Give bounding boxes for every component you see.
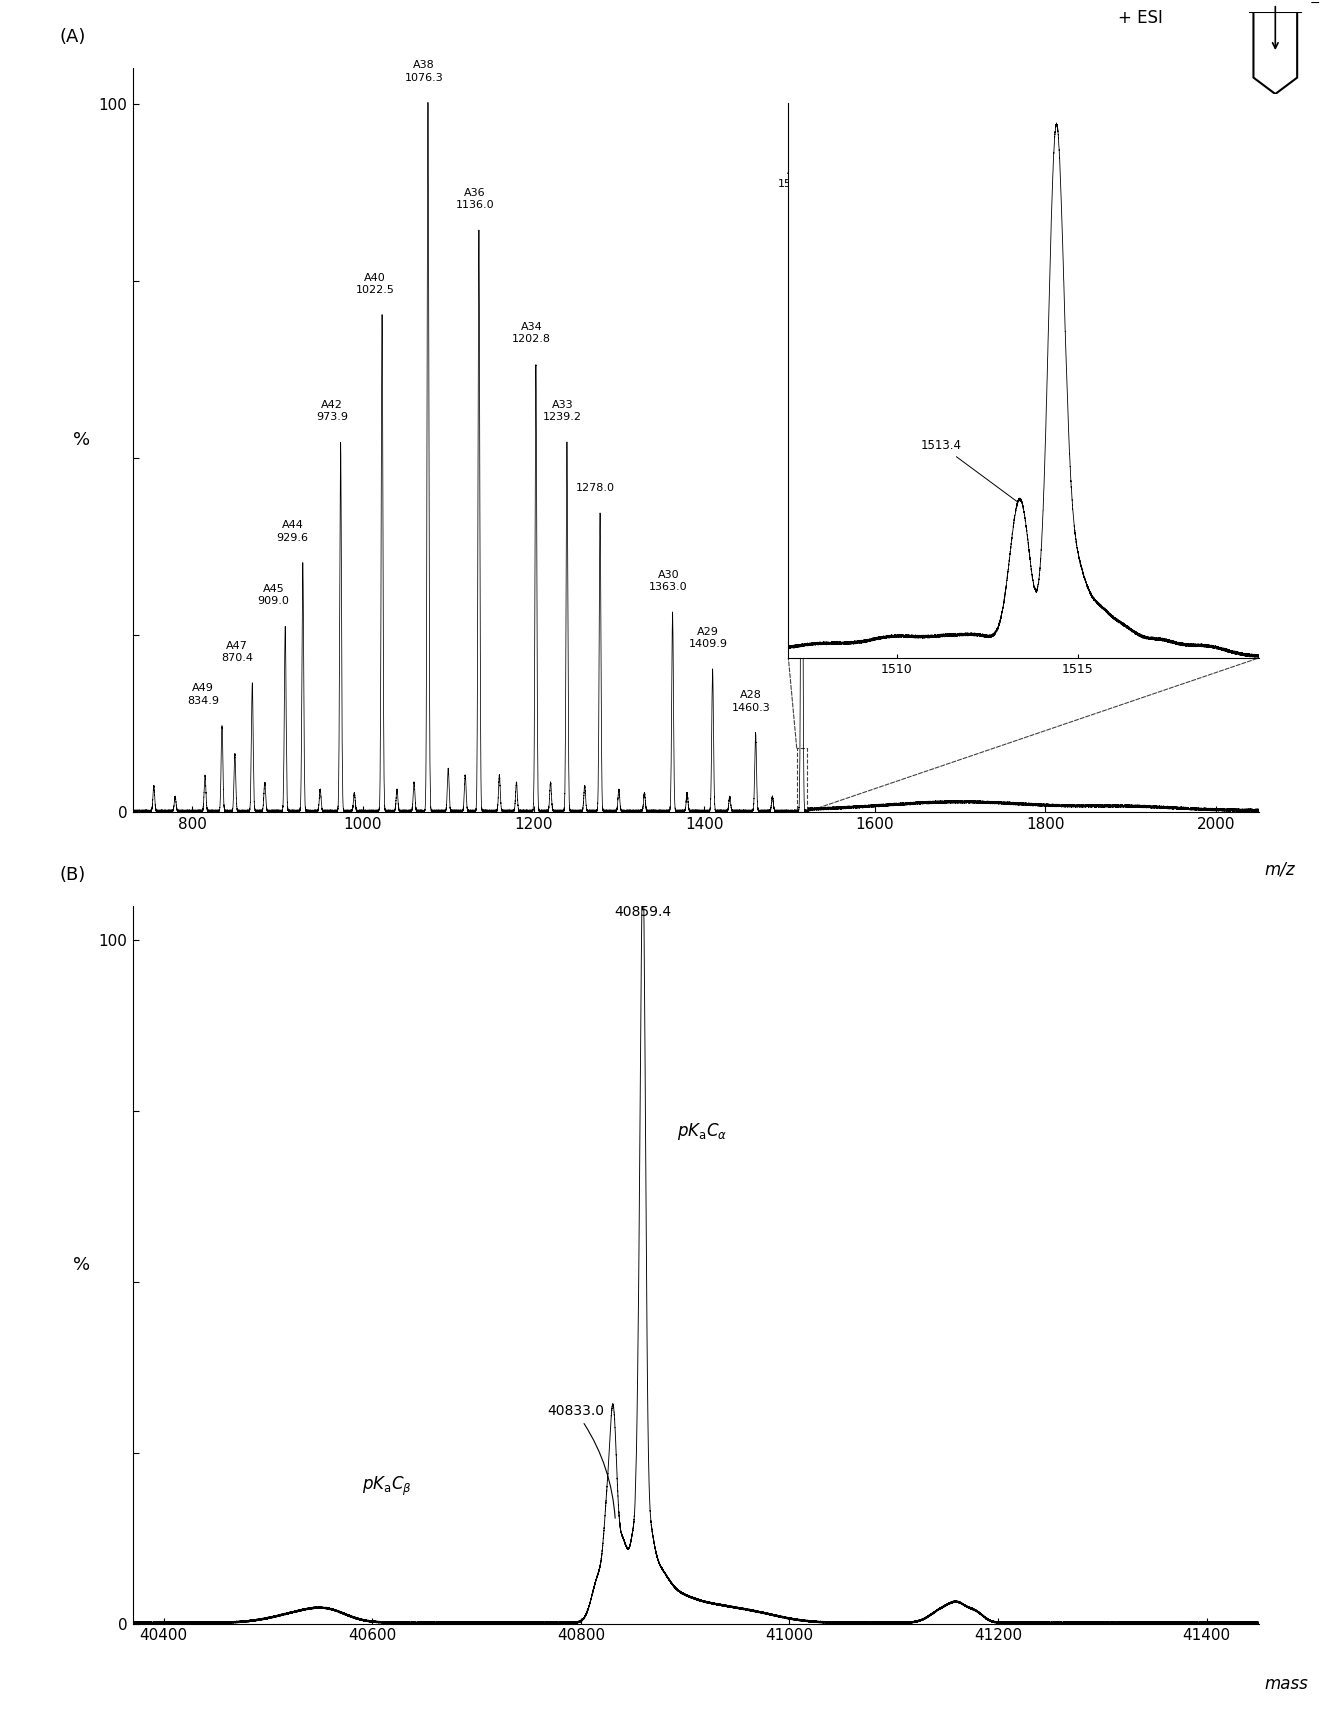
Text: A36
1136.0: A36 1136.0: [456, 188, 494, 210]
Text: %: %: [73, 1256, 90, 1273]
Text: A40
1022.5: A40 1022.5: [356, 272, 395, 296]
Text: $pK_{\rm a}C_{\beta}$: $pK_{\rm a}C_{\beta}$: [362, 1475, 412, 1499]
Text: m/z: m/z: [1264, 860, 1295, 878]
Text: 40859.4: 40859.4: [615, 906, 672, 919]
Text: %: %: [73, 431, 90, 449]
Text: A47
870.4: A47 870.4: [221, 641, 253, 663]
Text: A38
1076.3: A38 1076.3: [404, 60, 443, 82]
Text: A44
929.6: A44 929.6: [277, 520, 309, 543]
Text: A28
1460.3: A28 1460.3: [731, 690, 771, 713]
Text: −: −: [1310, 0, 1321, 10]
Text: (A): (A): [60, 27, 86, 46]
Text: A29
1409.9: A29 1409.9: [689, 627, 727, 649]
Text: mass: mass: [1264, 1675, 1308, 1694]
Text: (B): (B): [60, 866, 86, 884]
Text: A34
1202.8: A34 1202.8: [513, 321, 551, 345]
Text: $pK_{\rm a}C_{\alpha}$: $pK_{\rm a}C_{\alpha}$: [677, 1121, 727, 1142]
Text: A42
973.9: A42 973.9: [317, 400, 348, 422]
Text: A33
1239.2: A33 1239.2: [543, 400, 582, 422]
Text: 1278.0: 1278.0: [576, 484, 615, 494]
Text: A45
909.0: A45 909.0: [257, 584, 289, 607]
Text: 1513.4: 1513.4: [921, 439, 1018, 502]
Text: A30
1363.0: A30 1363.0: [649, 569, 688, 593]
Text: A27
1514.4: A27 1514.4: [778, 166, 818, 188]
Text: A49
834.9: A49 834.9: [187, 684, 219, 706]
Text: + ESI: + ESI: [1118, 10, 1163, 27]
Text: 40833.0: 40833.0: [547, 1405, 615, 1518]
